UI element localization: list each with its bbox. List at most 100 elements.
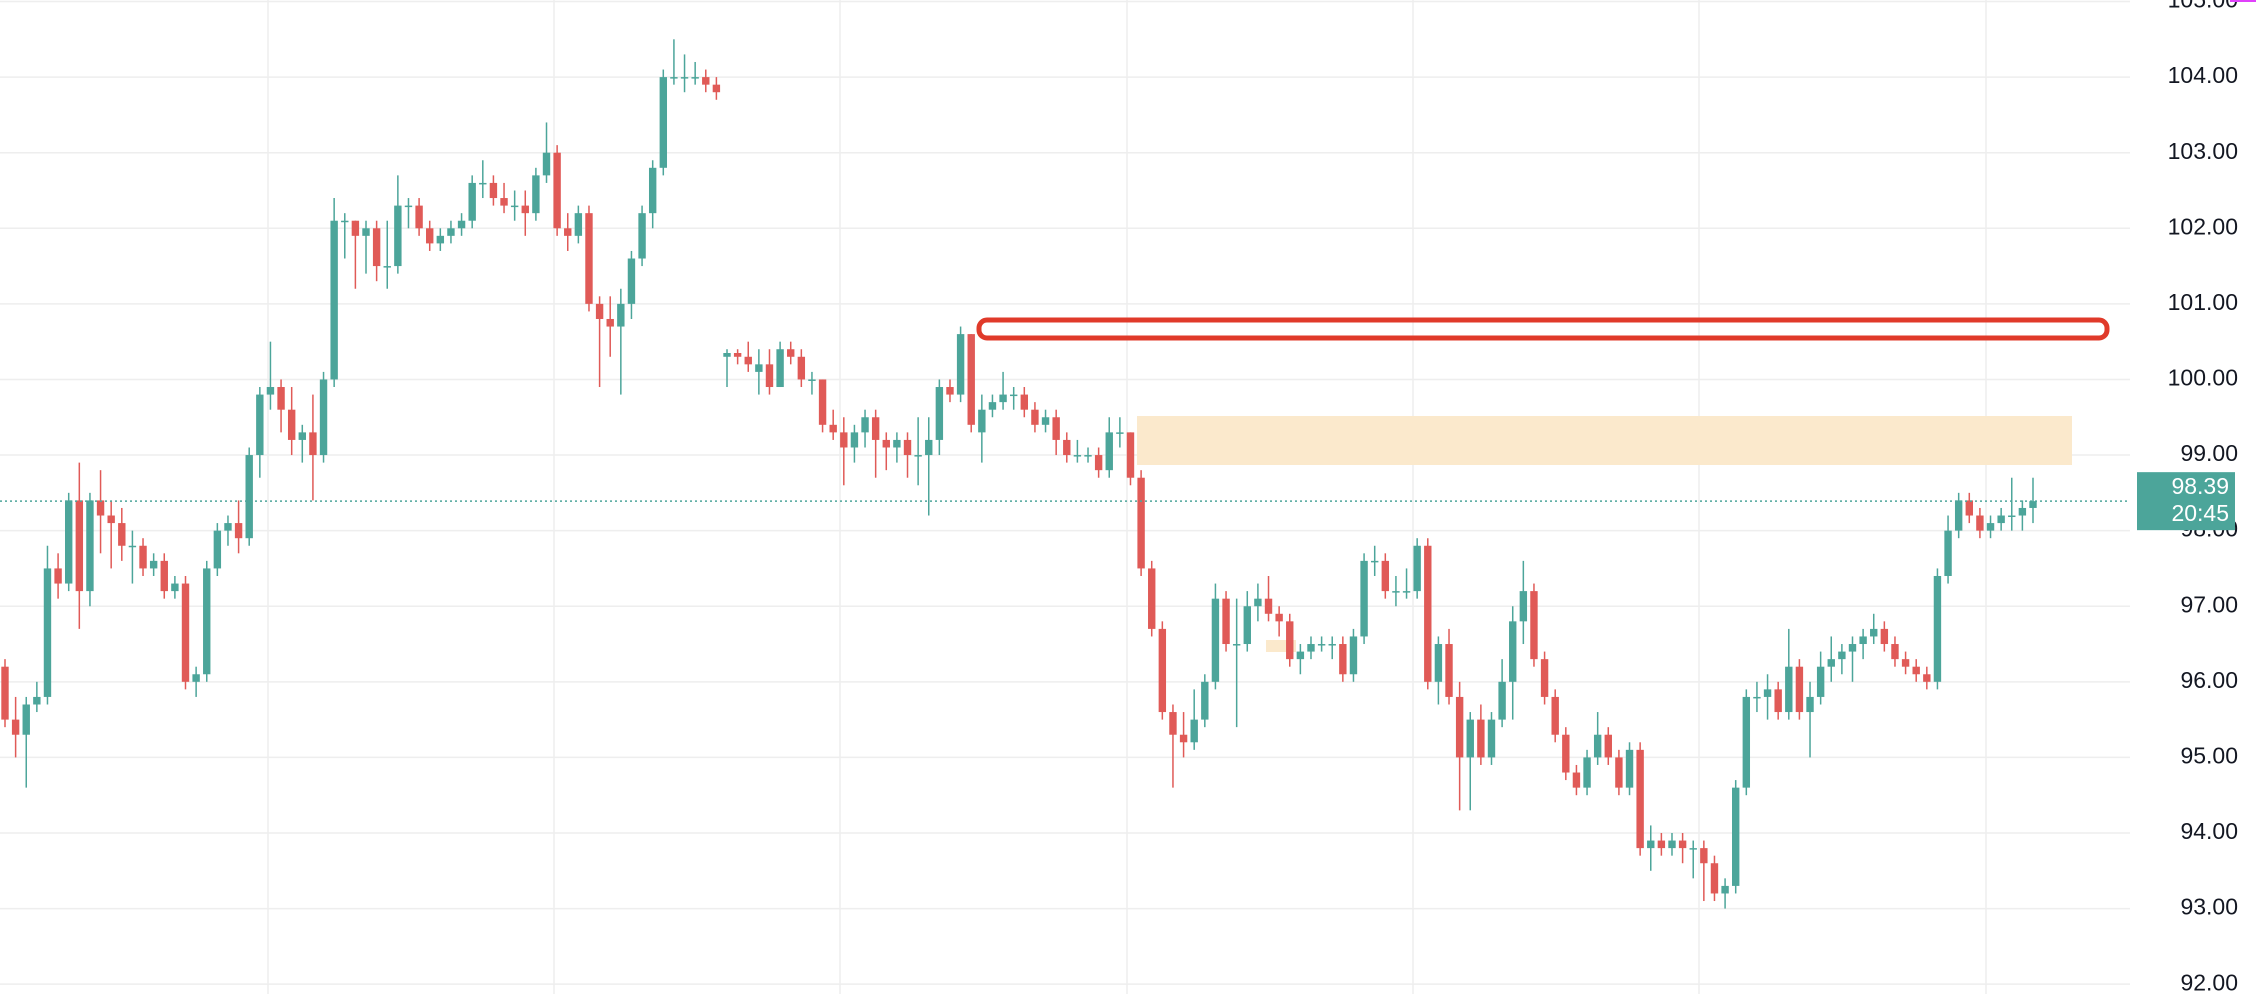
candle-body xyxy=(1296,651,1305,660)
candle-body xyxy=(510,205,519,208)
candle-body xyxy=(893,439,901,448)
candle-body xyxy=(564,228,572,236)
y-tick-label: 93.00 xyxy=(2180,894,2238,920)
y-tick-label: 104.00 xyxy=(2168,62,2238,88)
candle-body xyxy=(1583,757,1591,788)
candle-body xyxy=(1933,575,1942,682)
candle-body xyxy=(1190,719,1198,743)
candle-body xyxy=(1986,523,1995,531)
candle-body xyxy=(234,523,243,539)
candle-body xyxy=(1540,659,1549,697)
candle-body xyxy=(383,266,391,268)
candle-body xyxy=(1063,439,1071,456)
candle-body xyxy=(861,417,869,433)
candle-body xyxy=(1647,840,1655,849)
candle-body xyxy=(638,213,646,259)
y-tick-label: 92.00 xyxy=(2180,969,2238,994)
y-tick-label: 102.00 xyxy=(2168,213,2238,239)
candle-body xyxy=(1254,598,1262,607)
candle-body xyxy=(1424,545,1432,682)
time-grid xyxy=(267,0,1987,994)
y-tick-label: 100.00 xyxy=(2168,365,2238,391)
countdown-label: 20:45 xyxy=(2171,500,2229,526)
candle-body xyxy=(680,77,689,79)
candle-body xyxy=(1997,515,2005,524)
candle-body xyxy=(447,228,455,236)
candle-body xyxy=(1827,659,1835,667)
candle-body xyxy=(882,439,890,448)
candle-body xyxy=(1286,621,1294,660)
candle-body xyxy=(808,379,816,381)
candle-body xyxy=(2029,501,2037,508)
candle-body xyxy=(776,349,784,388)
candle-body xyxy=(1041,417,1050,425)
candle-body xyxy=(1763,689,1772,697)
candle-body xyxy=(797,356,806,380)
candle-body xyxy=(2008,515,2016,518)
candle-body xyxy=(1179,734,1188,743)
candle-body xyxy=(298,432,306,440)
candle-body xyxy=(712,84,721,93)
candle-body xyxy=(648,167,657,214)
candle-body xyxy=(956,334,965,395)
candle-body xyxy=(1477,719,1485,758)
candle-body xyxy=(1593,734,1602,758)
candle-body xyxy=(1211,598,1220,682)
candle-body xyxy=(1360,560,1368,637)
candle-body xyxy=(139,545,147,569)
candle-body xyxy=(1169,712,1177,735)
candle-body xyxy=(1912,666,1920,675)
candle-body xyxy=(1009,394,1018,397)
candle-body xyxy=(1455,696,1464,758)
candle-body xyxy=(1370,560,1379,563)
candle-body xyxy=(309,432,317,456)
candle-body xyxy=(521,205,529,214)
candle-body xyxy=(43,568,52,697)
candle-body xyxy=(606,318,614,327)
candle-body xyxy=(1158,628,1167,713)
price-axis: 92.0093.0094.0095.0096.0097.0098.0099.00… xyxy=(2137,0,2238,994)
candle-body xyxy=(351,220,360,236)
candle-body xyxy=(988,402,997,410)
price-grid xyxy=(0,0,2130,985)
y-tick-label: 95.00 xyxy=(2180,742,2238,768)
candle-body xyxy=(903,439,912,456)
candle-body xyxy=(1349,636,1358,675)
candle-body xyxy=(1710,863,1719,894)
y-tick-label: 99.00 xyxy=(2180,440,2238,466)
candle-body xyxy=(1020,394,1029,410)
candle-body xyxy=(1668,840,1676,849)
candle-body xyxy=(1084,455,1092,457)
candle-body xyxy=(1434,644,1443,682)
candle-body xyxy=(468,182,476,221)
candle-body xyxy=(1148,568,1156,629)
candle-body xyxy=(978,409,986,433)
candle-body xyxy=(181,583,190,682)
candle-body xyxy=(1339,644,1347,675)
candle-body xyxy=(1201,681,1209,720)
candle-body xyxy=(171,583,179,592)
candle-body xyxy=(256,394,264,456)
candle-body xyxy=(96,500,105,516)
candle-body xyxy=(840,432,848,448)
candle-body xyxy=(2018,507,2027,516)
candles xyxy=(0,39,2130,909)
candle-body xyxy=(999,394,1007,403)
candle-body xyxy=(1657,840,1666,849)
candle-body xyxy=(33,696,41,705)
candle-body xyxy=(1880,628,1889,645)
candle-body xyxy=(362,228,370,236)
candle-body xyxy=(691,77,699,79)
candle-body xyxy=(1944,530,1952,576)
candle-body xyxy=(1094,455,1103,471)
candle-body xyxy=(1859,636,1867,645)
candle-body xyxy=(1604,734,1612,758)
candle-body xyxy=(1402,591,1411,593)
candle-body xyxy=(1264,598,1273,614)
candle-body xyxy=(1732,787,1740,886)
candle-body xyxy=(341,220,349,223)
candle-body xyxy=(1965,500,1973,516)
candle-body xyxy=(1,666,9,720)
candle-body xyxy=(330,220,338,380)
